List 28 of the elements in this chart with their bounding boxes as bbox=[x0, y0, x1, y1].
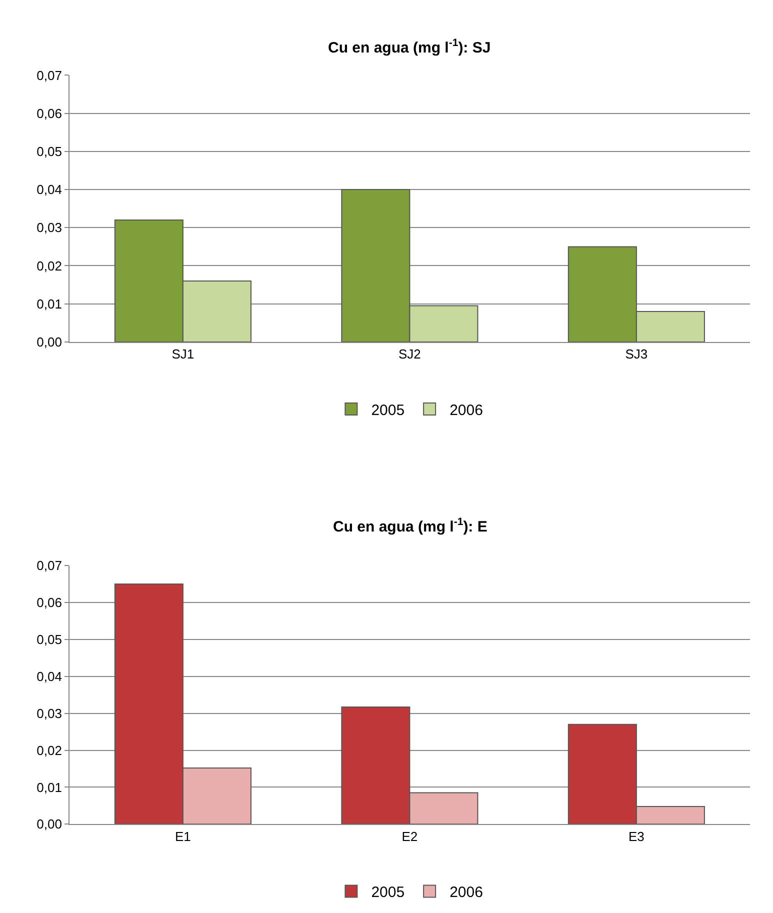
y-tick-label: 0,05 bbox=[36, 144, 62, 159]
x-tick-label: SJ1 bbox=[172, 346, 194, 362]
y-tick-label: 0,01 bbox=[36, 780, 62, 795]
legend-label: 2005 bbox=[371, 884, 405, 902]
y-tick-label: 0,06 bbox=[36, 106, 62, 121]
x-tick-label: SJ3 bbox=[625, 346, 648, 362]
chart-title: Cu en agua (mg l$^{-1}$): E bbox=[333, 516, 488, 536]
y-tick-label: 0,03 bbox=[36, 706, 62, 721]
y-tick-label: 0,02 bbox=[36, 742, 62, 758]
x-tick-label: E1 bbox=[174, 828, 191, 844]
y-tick-label: 0,00 bbox=[36, 816, 62, 832]
legend-label: 2006 bbox=[450, 884, 483, 902]
x-tick-label: SJ2 bbox=[398, 346, 421, 362]
y-tick-label: 0,03 bbox=[36, 220, 62, 236]
x-tick-label: E2 bbox=[402, 828, 418, 844]
y-tick-label: 0,07 bbox=[36, 558, 62, 574]
y-tick-label: 0,04 bbox=[36, 668, 62, 684]
y-tick-label: 0,04 bbox=[36, 182, 62, 198]
y-tick-label: 0,05 bbox=[36, 632, 62, 647]
chart-title: Cu en agua (mg l$^{-1}$): SJ bbox=[328, 37, 491, 56]
legend-label: 2006 bbox=[450, 402, 483, 419]
x-tick-label: E3 bbox=[628, 828, 644, 844]
y-tick-label: 0,00 bbox=[36, 334, 62, 350]
y-tick-label: 0,06 bbox=[36, 595, 62, 610]
legend-label: 2005 bbox=[371, 402, 405, 419]
y-tick-label: 0,07 bbox=[36, 68, 62, 83]
y-tick-label: 0,01 bbox=[36, 296, 62, 312]
y-tick-label: 0,02 bbox=[36, 258, 62, 274]
